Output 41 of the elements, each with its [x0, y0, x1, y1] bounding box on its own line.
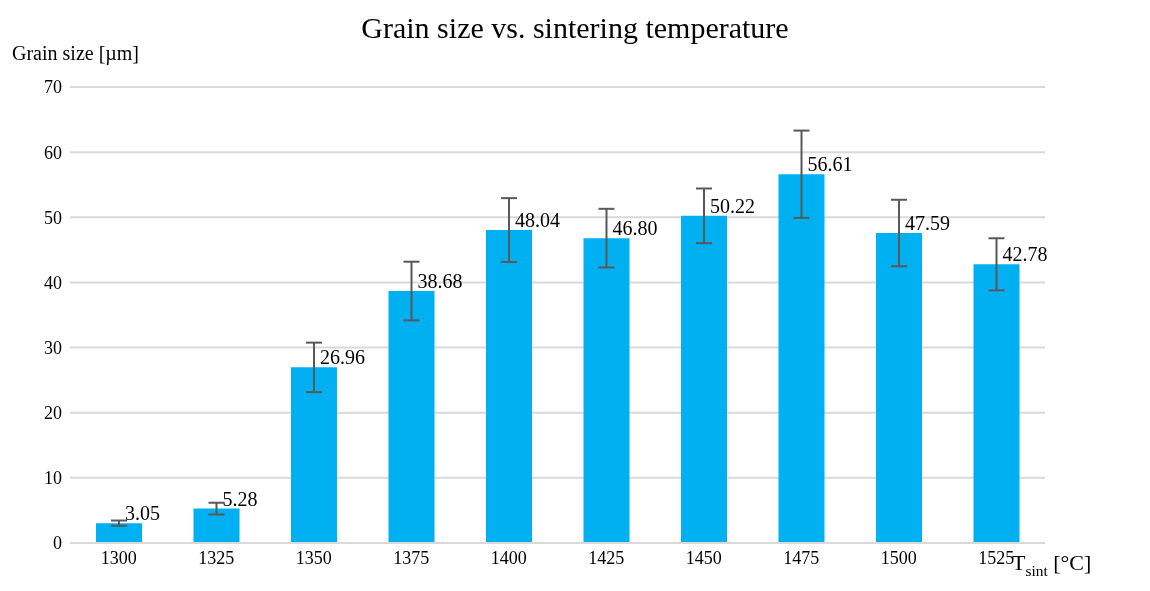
data-label: 38.68: [417, 270, 463, 293]
data-label: 47.59: [905, 211, 950, 234]
chart-title: Grain size vs. sintering temperature: [361, 11, 789, 44]
x-axis-title: T$_{sint}$ [°C]: [1012, 550, 1092, 579]
data-label: 5.28: [222, 487, 258, 510]
bar: [973, 264, 1020, 543]
x-tick-label: 1425: [588, 547, 625, 568]
bar: [876, 232, 922, 543]
y-tick-label: 60: [44, 142, 62, 163]
y-tick-label: 10: [44, 468, 62, 489]
bar: [583, 238, 630, 543]
data-label: 56.61: [807, 153, 853, 176]
bar: [388, 291, 435, 543]
y-tick-label: 0: [53, 533, 62, 554]
x-tick-label: 1500: [880, 547, 917, 568]
x-tick-label: 1300: [100, 547, 137, 568]
x-tick-label: 1400: [490, 547, 527, 568]
data-label: 26.96: [320, 346, 365, 369]
y-tick-label: 20: [44, 403, 62, 424]
data-label: 48.04: [515, 209, 560, 232]
x-tick-label: 1525: [978, 547, 1015, 568]
x-tick-label: 1350: [295, 547, 332, 568]
y-tick-label: 40: [44, 272, 62, 293]
data-label: 42.78: [1002, 243, 1048, 266]
y-tick-label: 70: [44, 77, 62, 98]
bar: [681, 215, 727, 543]
bar: [291, 367, 337, 543]
data-label: 50.22: [710, 194, 755, 217]
y-axis-title: Grain size [µm]: [12, 42, 140, 65]
bar: [96, 523, 142, 543]
y-tick-label: 50: [44, 207, 62, 228]
x-tick-label: 1475: [783, 547, 820, 568]
bar: [486, 230, 532, 543]
x-tick-label: 1375: [393, 547, 430, 568]
bar: [193, 508, 240, 543]
x-tick-label: 1450: [685, 547, 722, 568]
x-tick-label: 1325: [198, 547, 235, 568]
data-label: 46.80: [612, 217, 658, 240]
data-label: 3.05: [125, 502, 160, 525]
y-tick-label: 30: [44, 337, 62, 358]
bar: [778, 174, 825, 543]
